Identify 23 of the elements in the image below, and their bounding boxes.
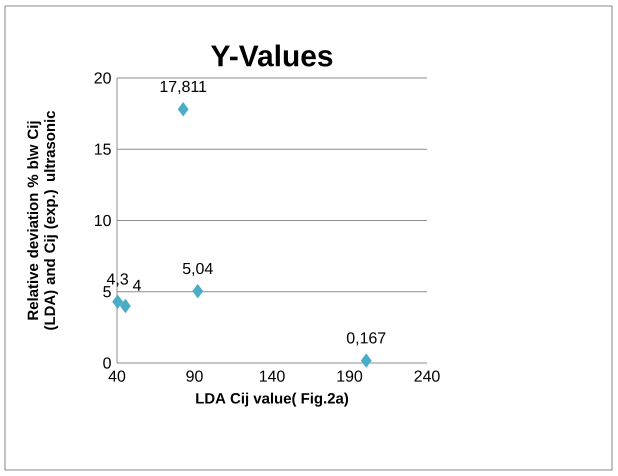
x-tick-label: 140 [260, 370, 285, 382]
x-tick-label: 240 [414, 370, 440, 382]
point [192, 284, 204, 298]
y-tick-label: 15 [94, 144, 111, 155]
y-tick-label: 20 [94, 72, 111, 84]
chart-title: Y-Values [211, 44, 332, 67]
point [120, 298, 131, 314]
y-axis-title: Relative deviation % b\w Cij (LDA) and Cij (exp.) ultrasonic [27, 110, 58, 330]
data-label: 17,811 [160, 80, 206, 94]
data-label: 5,04 [182, 262, 213, 276]
y-tick-label: 10 [94, 214, 111, 226]
y-tick-label: 5 [103, 286, 111, 298]
point [112, 294, 124, 309]
x-axis-title: LDA Cij value( Fig.2a) [196, 392, 348, 407]
data-label: 4 [132, 280, 141, 291]
y-tick-label: 0 [103, 357, 111, 369]
point [178, 102, 189, 116]
x-tick-label: 90 [186, 370, 203, 382]
x-tick-label: 40 [108, 370, 126, 382]
data-label: 4,3 [106, 273, 128, 287]
point [360, 353, 372, 368]
x-tick-label: 190 [337, 370, 362, 382]
data-label: 0,167 [346, 332, 386, 346]
